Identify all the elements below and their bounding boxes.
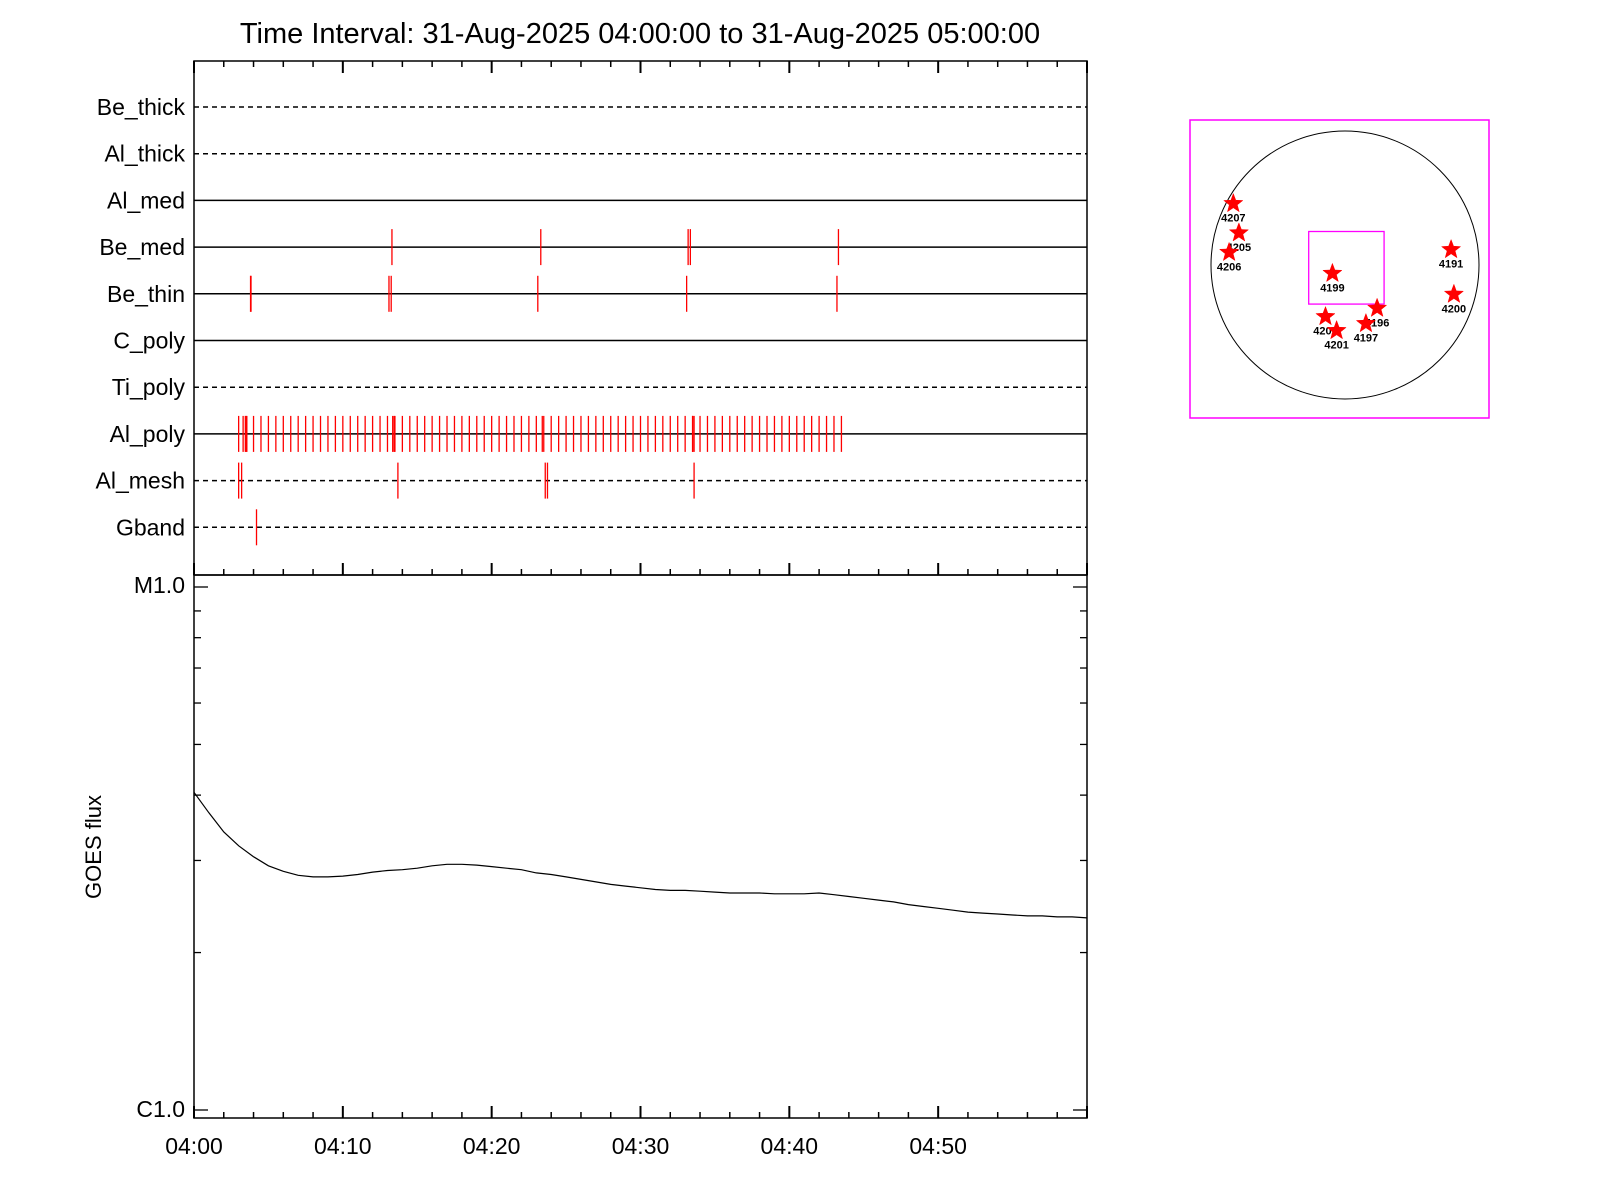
active-region-star-icon (1440, 238, 1462, 259)
active-region-star-icon (1223, 192, 1244, 213)
x-tick-label: 04:00 (165, 1133, 223, 1159)
map-frame (1189, 119, 1490, 419)
timeline-row-label: Be_med (99, 234, 185, 260)
x-tick-label: 04:20 (463, 1133, 521, 1159)
timeline-row-label: Al_thick (104, 141, 185, 167)
goes-flux-panel: M1.0 C1.0 GOES flux 04:00 04:10 04:20 04:30… (81, 572, 1088, 1159)
x-tick-label: 04:30 (612, 1133, 670, 1159)
timeline-row-label: Al_med (107, 187, 185, 213)
active-region-label: 4206 (1217, 261, 1241, 273)
goes-flux-series-line (193, 791, 1088, 919)
active-region-star-icon (1366, 297, 1388, 317)
active-region-label: 4191 (1439, 259, 1463, 271)
timeline-row-label: Gband (116, 514, 185, 540)
x-tick-label: 04:50 (909, 1133, 967, 1159)
active-region-star-icon (1322, 262, 1343, 283)
timeline-row-label: Be_thin (107, 281, 185, 307)
active-region-star-icon (1218, 241, 1240, 262)
goes-y-tick-label: M1.0 (134, 572, 185, 598)
active-region-label: 4200 (1442, 303, 1466, 315)
active-region-label: 4207 (1221, 213, 1245, 225)
goes-y-axis-label: GOES flux (81, 795, 106, 899)
goes-frame (193, 574, 1088, 1119)
x-tick-label: 04:40 (761, 1133, 819, 1159)
active-region-star-icon (1355, 312, 1377, 333)
active-region-label: 4199 (1320, 282, 1344, 294)
solar-disk-limb (1210, 130, 1480, 400)
timeline-row-label: Ti_poly (112, 374, 186, 400)
fov-box (1308, 230, 1385, 305)
active-region-star-icon (1315, 305, 1336, 326)
active-region-label: 4197 (1354, 333, 1378, 345)
active-region-label: 4201 (1324, 340, 1348, 352)
timeline-frame (193, 60, 1088, 576)
event-timeline-panel: Be_thick Al_thick Al_med Be_med Be_thin C_pol… (96, 60, 1088, 576)
timeline-row-label: C_poly (113, 328, 185, 354)
timeline-row-label: Al_mesh (96, 468, 185, 494)
timeline-row-label: Be_thick (97, 94, 186, 120)
active-region-star-icon (1326, 319, 1347, 340)
goes-y-tick-label: C1.0 (136, 1096, 185, 1122)
timeline-row-label: Al_poly (110, 421, 186, 447)
x-tick-label: 04:10 (314, 1133, 372, 1159)
active-region-star-icon (1228, 222, 1250, 242)
active-region-star-icon (1443, 283, 1465, 303)
chart-title: Time Interval: 31-Aug-2025 04:00:00 to 3… (240, 18, 1040, 50)
